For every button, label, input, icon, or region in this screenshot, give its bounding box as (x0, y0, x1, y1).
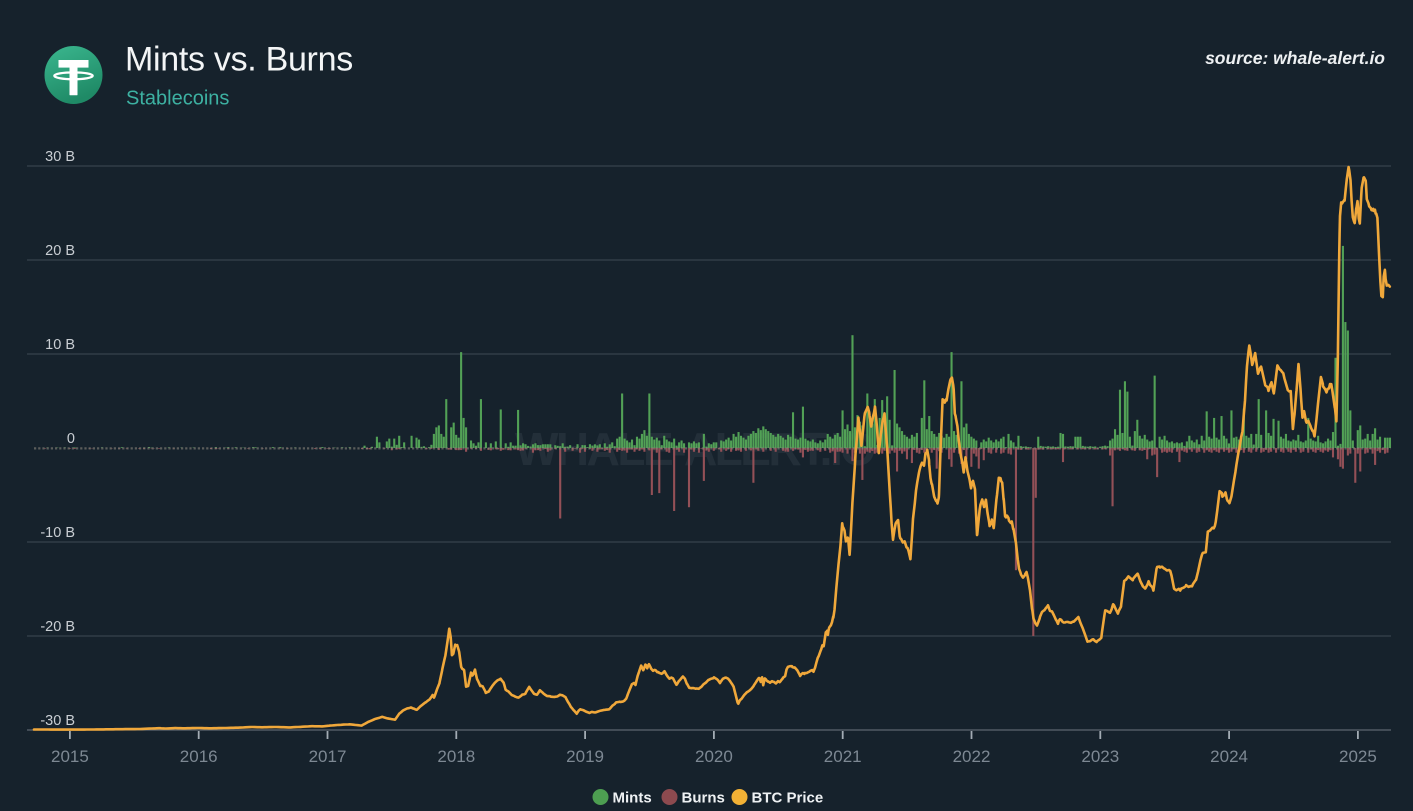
svg-text:2017: 2017 (309, 747, 347, 766)
svg-text:-10 B: -10 B (40, 525, 75, 541)
svg-text:30 B: 30 B (45, 149, 75, 165)
svg-text:0: 0 (67, 431, 75, 447)
svg-text:2018: 2018 (437, 747, 475, 766)
svg-text:20 B: 20 B (45, 243, 75, 259)
svg-text:2019: 2019 (566, 747, 604, 766)
svg-text:-20 B: -20 B (40, 619, 75, 635)
svg-text:2025: 2025 (1339, 747, 1377, 766)
svg-text:2015: 2015 (51, 747, 89, 766)
svg-text:2021: 2021 (824, 747, 862, 766)
svg-text:2023: 2023 (1081, 747, 1119, 766)
svg-text:Burns: Burns (682, 790, 725, 807)
svg-text:Stablecoins: Stablecoins (126, 88, 229, 110)
svg-text:-30 B: -30 B (40, 713, 75, 729)
svg-text:source: whale-alert.io: source: whale-alert.io (1205, 48, 1385, 68)
svg-text:2020: 2020 (695, 747, 733, 766)
svg-text:2024: 2024 (1210, 747, 1248, 766)
svg-text:2022: 2022 (953, 747, 991, 766)
svg-text:Mints: Mints (613, 790, 652, 807)
svg-text:10 B: 10 B (45, 337, 75, 353)
svg-text:BTC Price: BTC Price (752, 790, 824, 807)
svg-text:Mints vs. Burns: Mints vs. Burns (125, 41, 353, 79)
svg-text:2016: 2016 (180, 747, 218, 766)
